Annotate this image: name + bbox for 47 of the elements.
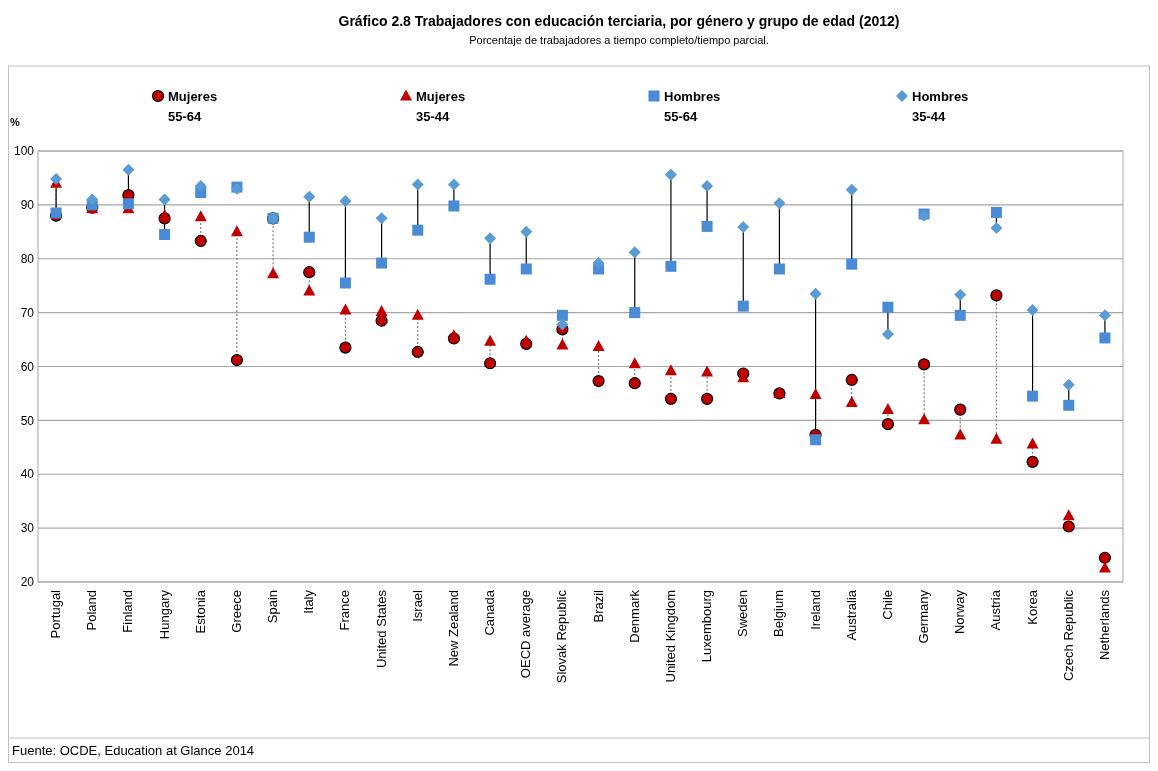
x-tick-label: Chile xyxy=(879,590,895,620)
x-tick-label: OECD average xyxy=(518,590,534,679)
y-tick-label: 60 xyxy=(20,359,35,374)
x-tick-label: Netherlands xyxy=(1096,589,1112,661)
legend-label: Hombres 35-44 xyxy=(912,89,969,124)
legend-label: Hombres 55-64 xyxy=(664,89,721,124)
x-tick-label: Denmark xyxy=(626,589,642,643)
x-tick-label: Australia xyxy=(843,589,859,641)
x-tick-label: Germany xyxy=(916,589,932,644)
x-tick-label: Norway xyxy=(952,589,968,635)
x-tick-label: Austria xyxy=(988,589,1004,631)
y-tick-label: 40 xyxy=(20,467,35,482)
legend-label: Mujeres 55-64 xyxy=(168,89,218,124)
x-tick-label: Korea xyxy=(1024,589,1040,625)
x-tick-label: Finland xyxy=(120,590,136,633)
x-tick-label: Czech Republic xyxy=(1060,589,1076,682)
x-tick-label: Portugal xyxy=(48,589,64,639)
x-tick-label: France xyxy=(337,590,353,631)
x-tick-label: Estonia xyxy=(192,589,208,634)
x-tick-label: Hungary xyxy=(156,589,172,640)
x-tick-label: Poland xyxy=(84,590,100,631)
y-tick-label: 30 xyxy=(20,521,35,536)
legend-label: Mujeres 35-44 xyxy=(416,89,466,124)
y-axis-title: % xyxy=(10,116,20,128)
x-tick-label: Spain xyxy=(265,590,281,624)
x-tick-label: Sweden xyxy=(735,590,751,637)
y-tick-label: 70 xyxy=(20,305,35,320)
chart-subtitle: Porcentaje de trabajadores a tiempo completo/tiempo parcial. xyxy=(469,34,769,46)
x-tick-label: Ireland xyxy=(807,590,823,630)
chart-title: Gráfico 2.8 Trabajadores con educación terciaria, por género y grupo de edad (2012) xyxy=(338,13,900,29)
x-tick-label: Slovak Republic xyxy=(554,589,570,684)
x-tick-label: Belgium xyxy=(771,590,787,637)
x-tick-label: United Kingdom xyxy=(662,590,678,683)
x-tick-label: Luxembourg xyxy=(699,590,715,663)
x-tick-label: United States xyxy=(373,589,389,669)
source-note: Fuente: OCDE, Education at Glance 2014 xyxy=(12,743,255,758)
y-tick-label: 90 xyxy=(20,198,35,213)
x-tick-label: Italy xyxy=(301,589,317,614)
y-tick-label: 80 xyxy=(20,251,35,266)
x-tick-label: Greece xyxy=(228,590,244,633)
x-tick-label: New Zealand xyxy=(445,590,461,667)
y-tick-label: 100 xyxy=(13,144,35,159)
y-tick-label: 50 xyxy=(20,413,35,428)
y-tick-label: 20 xyxy=(20,575,35,590)
x-tick-label: Canada xyxy=(482,589,498,636)
x-tick-label: Brazil xyxy=(590,589,606,623)
x-tick-label: Israel xyxy=(409,589,425,622)
